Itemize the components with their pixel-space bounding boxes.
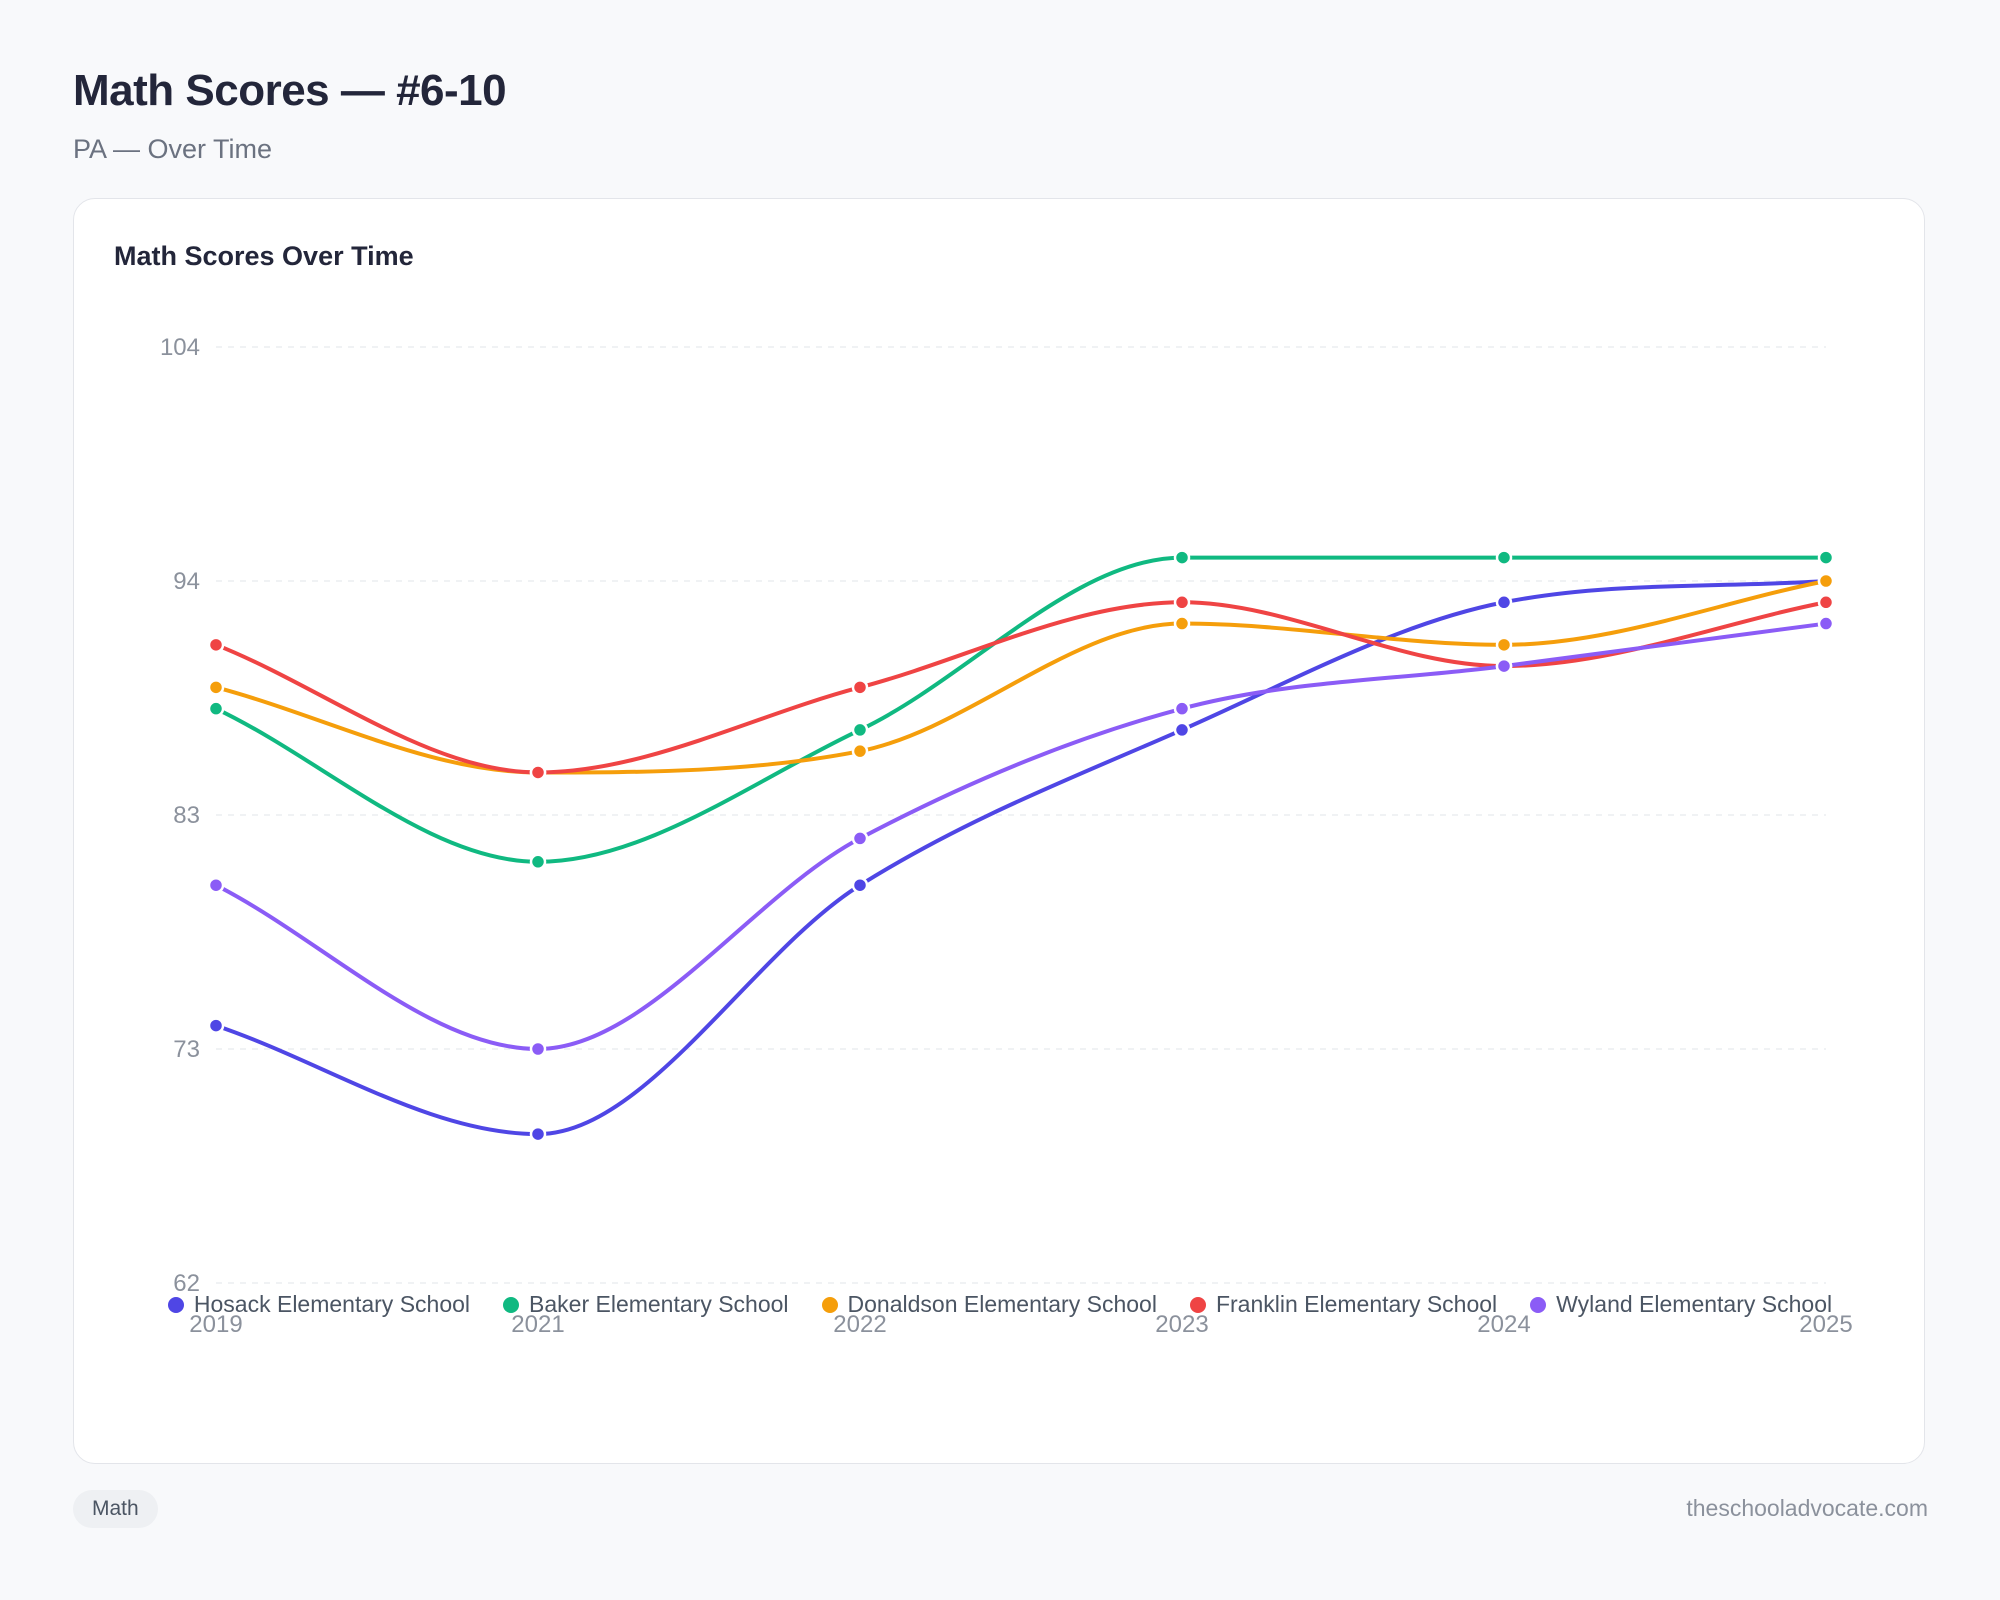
x-axis-ticks: 2019 2021 2022 2023 2024 2025 <box>189 1311 1852 1338</box>
data-point[interactable] <box>1495 594 1513 611</box>
y-tick-label: 104 <box>160 334 200 361</box>
y-tick-label: 62 <box>173 1270 200 1297</box>
legend-label: Donaldson Elementary School <box>847 1291 1157 1317</box>
data-point[interactable] <box>1817 572 1835 590</box>
x-tick-label: 2021 <box>511 1311 564 1338</box>
data-point[interactable] <box>1173 615 1191 632</box>
data-point[interactable] <box>529 764 547 781</box>
series-line-0 <box>214 579 1828 1137</box>
data-point[interactable] <box>207 700 225 717</box>
y-tick-label: 83 <box>173 802 200 829</box>
data-point[interactable] <box>207 876 225 894</box>
x-tick-label: 2023 <box>1155 1311 1208 1338</box>
legend-swatch <box>821 1296 838 1313</box>
data-point[interactable] <box>1173 594 1191 611</box>
data-point[interactable] <box>1173 700 1191 717</box>
data-point[interactable] <box>1817 594 1835 611</box>
data-point[interactable] <box>1817 615 1835 632</box>
page-subtitle: PA — Over Time <box>73 134 273 164</box>
chart-card: Math Scores Over Time 62 73 83 94 104 2019 20… <box>73 198 1925 1464</box>
y-axis-ticks: 62 73 83 94 104 <box>160 334 200 1297</box>
legend-item[interactable]: Baker Elementary School <box>503 1291 789 1318</box>
legend-label: Hosack Elementary School <box>193 1291 471 1317</box>
data-point[interactable] <box>851 830 869 847</box>
data-point[interactable] <box>529 1125 547 1143</box>
legend-swatch <box>1189 1296 1206 1313</box>
data-point[interactable] <box>851 721 869 739</box>
data-point[interactable] <box>1173 549 1191 566</box>
series-lines <box>214 555 1828 1137</box>
legend-swatch <box>1530 1296 1547 1313</box>
page-title: Math Scores — #6-10 <box>73 66 507 115</box>
data-point[interactable] <box>1495 657 1513 675</box>
source-link[interactable]: theschooladvocate.com <box>1686 1495 1928 1521</box>
data-point[interactable] <box>207 1017 225 1034</box>
x-tick-label: 2022 <box>833 1311 886 1338</box>
data-point[interactable] <box>207 679 225 696</box>
legend-label: Franklin Elementary School <box>1215 1291 1498 1317</box>
chart-legend: Hosack Elementary School Baker Elementary… <box>74 1291 1926 1318</box>
legend-label: Baker Elementary School <box>529 1291 789 1317</box>
legend-label: Wyland Elementary School <box>1556 1291 1833 1317</box>
data-point[interactable] <box>1817 549 1835 566</box>
data-point[interactable] <box>1495 549 1513 566</box>
legend-item[interactable]: Donaldson Elementary School <box>821 1291 1157 1318</box>
grid-layer <box>216 346 1826 1284</box>
subject-tag[interactable]: Math <box>73 1490 158 1528</box>
data-point[interactable] <box>1173 721 1191 739</box>
line-chart: 62 73 83 94 104 2019 2021 2022 2023 2024 2025 <box>160 334 1853 1338</box>
legend-swatch <box>503 1296 520 1313</box>
legend-item[interactable]: Franklin Elementary School <box>1189 1291 1498 1318</box>
series-line-2 <box>214 579 1828 775</box>
x-tick-label: 2024 <box>1477 1311 1530 1338</box>
series-points <box>207 549 1835 1143</box>
data-point[interactable] <box>851 742 869 760</box>
series-line-1 <box>214 555 1828 864</box>
data-point[interactable] <box>851 876 869 894</box>
chart-title: Math Scores Over Time <box>114 241 414 271</box>
data-point[interactable] <box>851 679 869 696</box>
data-point[interactable] <box>529 853 547 871</box>
y-tick-label: 94 <box>173 568 200 595</box>
legend-item[interactable]: Hosack Elementary School <box>167 1291 471 1318</box>
legend-swatch <box>167 1296 184 1313</box>
data-point[interactable] <box>1495 636 1513 654</box>
series-line-3 <box>214 600 1828 775</box>
legend-item[interactable]: Wyland Elementary School <box>1530 1291 1832 1318</box>
y-tick-label: 73 <box>173 1036 200 1063</box>
data-point[interactable] <box>529 1040 547 1058</box>
x-tick-label: 2019 <box>189 1311 242 1338</box>
series-line-4 <box>214 621 1828 1051</box>
data-point[interactable] <box>207 636 225 654</box>
x-tick-label: 2025 <box>1799 1311 1852 1338</box>
